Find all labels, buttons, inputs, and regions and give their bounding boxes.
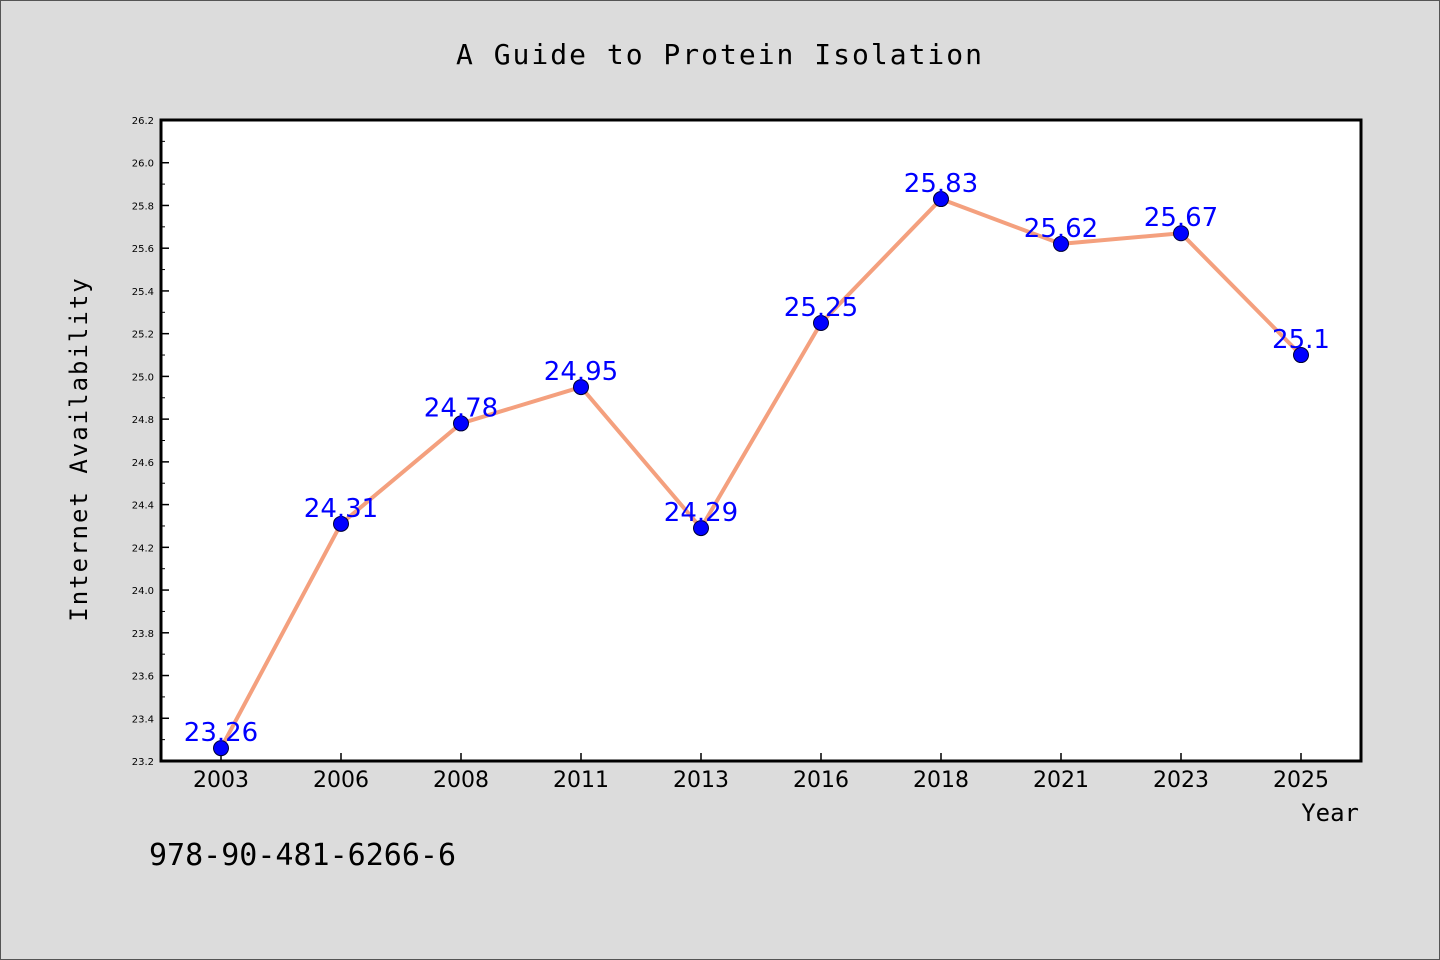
x-tick-label: 2003 xyxy=(193,768,249,793)
y-tick-label: 23.2 xyxy=(132,757,154,768)
data-point xyxy=(933,191,949,208)
data-point xyxy=(573,379,589,396)
x-axis-label: Year xyxy=(1301,799,1359,827)
series-line xyxy=(219,197,1303,750)
series-layer: 23.26 24.31 24.78 24.95 24.29 25.25 25.83 25.62… xyxy=(184,169,1330,757)
y-tick-label: 25.6 xyxy=(132,244,154,255)
x-tick-label: 2023 xyxy=(1153,768,1209,793)
data-label: 24.31 xyxy=(304,494,378,524)
x-tick-label: 2011 xyxy=(553,768,609,793)
y-tick-label: 24.8 xyxy=(132,415,154,426)
y-tick-label: 24.6 xyxy=(132,458,154,469)
x-tick-label: 2025 xyxy=(1273,768,1329,793)
data-point xyxy=(453,415,469,432)
y-tick-label: 25.8 xyxy=(132,201,154,212)
y-tick-label: 24.0 xyxy=(132,586,154,597)
y-tick-label: 23.6 xyxy=(132,672,154,683)
x-tick-label: 2013 xyxy=(673,768,729,793)
y-axis-label: Internet Availability xyxy=(65,276,93,621)
x-axis: 2003 2006 2008 2011 2013 2016 2018 2021 2023 2025 xyxy=(193,753,1329,793)
y-axis: 23.2 23.4 23.6 23.8 24.0 24.2 24.4 24.6 24.8 25.0… xyxy=(132,116,169,768)
data-point xyxy=(1053,235,1069,252)
x-tick-label: 2021 xyxy=(1033,768,1089,793)
x-tick-label: 2016 xyxy=(793,768,849,793)
y-tick-label: 24.4 xyxy=(132,501,154,512)
chart-title: A Guide to Protein Isolation xyxy=(456,38,984,71)
data-label: 25.67 xyxy=(1144,203,1218,233)
data-label: 23.26 xyxy=(184,718,258,748)
y-tick-label: 23.8 xyxy=(132,629,154,640)
y-tick-label: 25.4 xyxy=(132,287,154,298)
x-tick-label: 2018 xyxy=(913,768,969,793)
y-tick-label: 23.4 xyxy=(132,714,154,725)
data-point xyxy=(693,520,709,537)
data-label: 24.29 xyxy=(664,498,738,528)
data-label: 25.25 xyxy=(784,293,858,323)
data-label: 24.78 xyxy=(424,393,498,423)
data-point xyxy=(1293,347,1309,364)
data-label: 24.95 xyxy=(544,357,618,387)
data-point xyxy=(213,740,229,757)
y-tick-label: 26.0 xyxy=(132,159,154,170)
data-label: 25.1 xyxy=(1272,325,1330,355)
y-tick-label: 26.2 xyxy=(132,116,154,127)
x-tick-label: 2008 xyxy=(433,768,489,793)
data-point xyxy=(333,515,349,532)
data-label: 25.62 xyxy=(1024,214,1098,244)
plot-area xyxy=(159,118,1363,763)
data-point xyxy=(1173,225,1189,242)
footer-code: 978-90-481-6266-6 xyxy=(149,838,456,873)
y-tick-label: 25.2 xyxy=(132,330,154,341)
data-label: 25.83 xyxy=(904,169,978,199)
y-tick-label: 24.2 xyxy=(132,543,154,554)
x-tick-label: 2006 xyxy=(313,768,369,793)
y-tick-label: 25.0 xyxy=(132,372,154,383)
data-point xyxy=(813,314,829,331)
